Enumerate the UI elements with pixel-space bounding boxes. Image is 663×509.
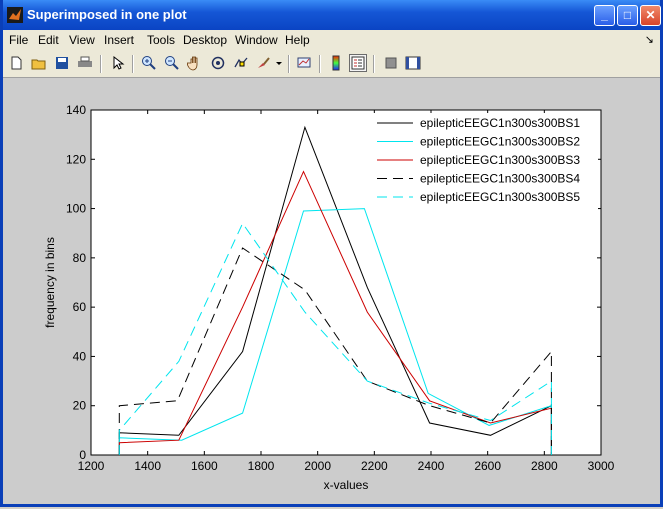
minimize-button[interactable]: _ bbox=[594, 5, 615, 26]
figure-canvas: 1200 1400 1600 1800 2000 2200 2400 2600 2800 3000… bbox=[3, 78, 660, 504]
y-tick-label: 60 bbox=[73, 300, 87, 314]
x-tick-label: 1200 bbox=[78, 459, 105, 473]
menu-help[interactable]: Help bbox=[285, 33, 310, 47]
series-line-1 bbox=[118, 125, 552, 455]
dock-arrow-icon[interactable]: ↘ bbox=[644, 34, 654, 46]
new-figure-icon[interactable] bbox=[7, 54, 25, 72]
line-chart: 1200 1400 1600 1800 2000 2200 2400 2600 2800 3000… bbox=[43, 103, 615, 492]
legend-entry-5: epilepticEEGC1n300s300BS5 bbox=[420, 190, 580, 204]
toolbar-separator bbox=[373, 55, 375, 73]
x-tick-label: 1400 bbox=[134, 459, 161, 473]
x-tick-label: 2800 bbox=[531, 459, 558, 473]
legend-entry-1: epilepticEEGC1n300s300BS1 bbox=[420, 116, 580, 130]
toolbar-separator bbox=[132, 55, 134, 73]
menu-bar: File Edit View Insert Tools Desktop Wind… bbox=[3, 30, 660, 51]
zoom-out-icon[interactable] bbox=[163, 54, 181, 72]
data-cursor-icon[interactable] bbox=[232, 54, 250, 72]
toolbar-separator bbox=[319, 55, 321, 73]
y-tick-label: 80 bbox=[73, 251, 87, 265]
y-tick-label: 0 bbox=[79, 448, 86, 462]
window-title: Superimposed in one plot bbox=[27, 7, 187, 22]
x-tick-label: 1600 bbox=[191, 459, 218, 473]
menu-file[interactable]: File bbox=[9, 33, 29, 47]
legend-entry-2: epilepticEEGC1n300s300BS2 bbox=[420, 135, 580, 149]
menu-window[interactable]: Window bbox=[235, 33, 278, 47]
pan-hand-icon[interactable] bbox=[186, 54, 204, 72]
menu-edit[interactable]: Edit bbox=[38, 33, 59, 47]
menu-insert[interactable]: Insert bbox=[104, 33, 135, 47]
y-tick-label: 20 bbox=[73, 399, 87, 413]
x-tick-label: 2200 bbox=[361, 459, 388, 473]
rotate-3d-icon[interactable] bbox=[209, 54, 227, 72]
menu-view[interactable]: View bbox=[69, 33, 95, 47]
series-line-3 bbox=[118, 170, 552, 455]
x-axis-label: x-values bbox=[324, 478, 369, 492]
legend-box[interactable] bbox=[371, 113, 598, 212]
series-line-4 bbox=[118, 247, 552, 455]
x-tick-label: 2400 bbox=[418, 459, 445, 473]
open-file-icon[interactable] bbox=[30, 54, 48, 72]
menu-tools[interactable]: Tools bbox=[147, 33, 176, 47]
y-axis-label: frequency in bins bbox=[43, 237, 57, 328]
x-tick-label: 2600 bbox=[474, 459, 501, 473]
brush-icon[interactable] bbox=[254, 54, 272, 72]
x-tick-label: 2000 bbox=[304, 459, 331, 473]
close-button[interactable]: ✕ bbox=[640, 5, 661, 26]
matlab-logo-icon bbox=[7, 7, 23, 23]
colorbar-icon[interactable] bbox=[327, 54, 345, 72]
menu-desktop[interactable]: Desktop bbox=[183, 33, 228, 47]
legend-icon[interactable] bbox=[349, 54, 367, 72]
show-plot-tools-icon[interactable] bbox=[404, 54, 422, 72]
maximize-button[interactable]: □ bbox=[617, 5, 638, 26]
y-tick-label: 120 bbox=[66, 152, 86, 166]
x-tick-label: 3000 bbox=[588, 459, 615, 473]
legend-entry-3: epilepticEEGC1n300s300BS3 bbox=[420, 153, 580, 167]
zoom-in-icon[interactable] bbox=[140, 54, 158, 72]
y-tick-label: 140 bbox=[66, 103, 86, 117]
toolbar-separator bbox=[100, 55, 102, 73]
legend-entry-4: epilepticEEGC1n300s300BS4 bbox=[420, 172, 580, 186]
save-icon[interactable] bbox=[53, 54, 71, 72]
title-bar[interactable]: Superimposed in one plot _ □ ✕ bbox=[3, 0, 661, 30]
x-tick-label: 1800 bbox=[248, 459, 275, 473]
link-plot-icon[interactable] bbox=[295, 54, 313, 72]
print-icon[interactable] bbox=[76, 54, 94, 72]
brush-dropdown-icon[interactable] bbox=[274, 54, 284, 72]
pointer-icon[interactable] bbox=[109, 54, 127, 72]
series-line-5 bbox=[118, 222, 552, 455]
toolbar-separator bbox=[288, 55, 290, 73]
y-tick-label: 40 bbox=[73, 349, 87, 363]
figure-toolbar bbox=[3, 51, 660, 78]
hide-plot-tools-icon[interactable] bbox=[382, 54, 400, 72]
y-tick-label: 100 bbox=[66, 202, 86, 216]
